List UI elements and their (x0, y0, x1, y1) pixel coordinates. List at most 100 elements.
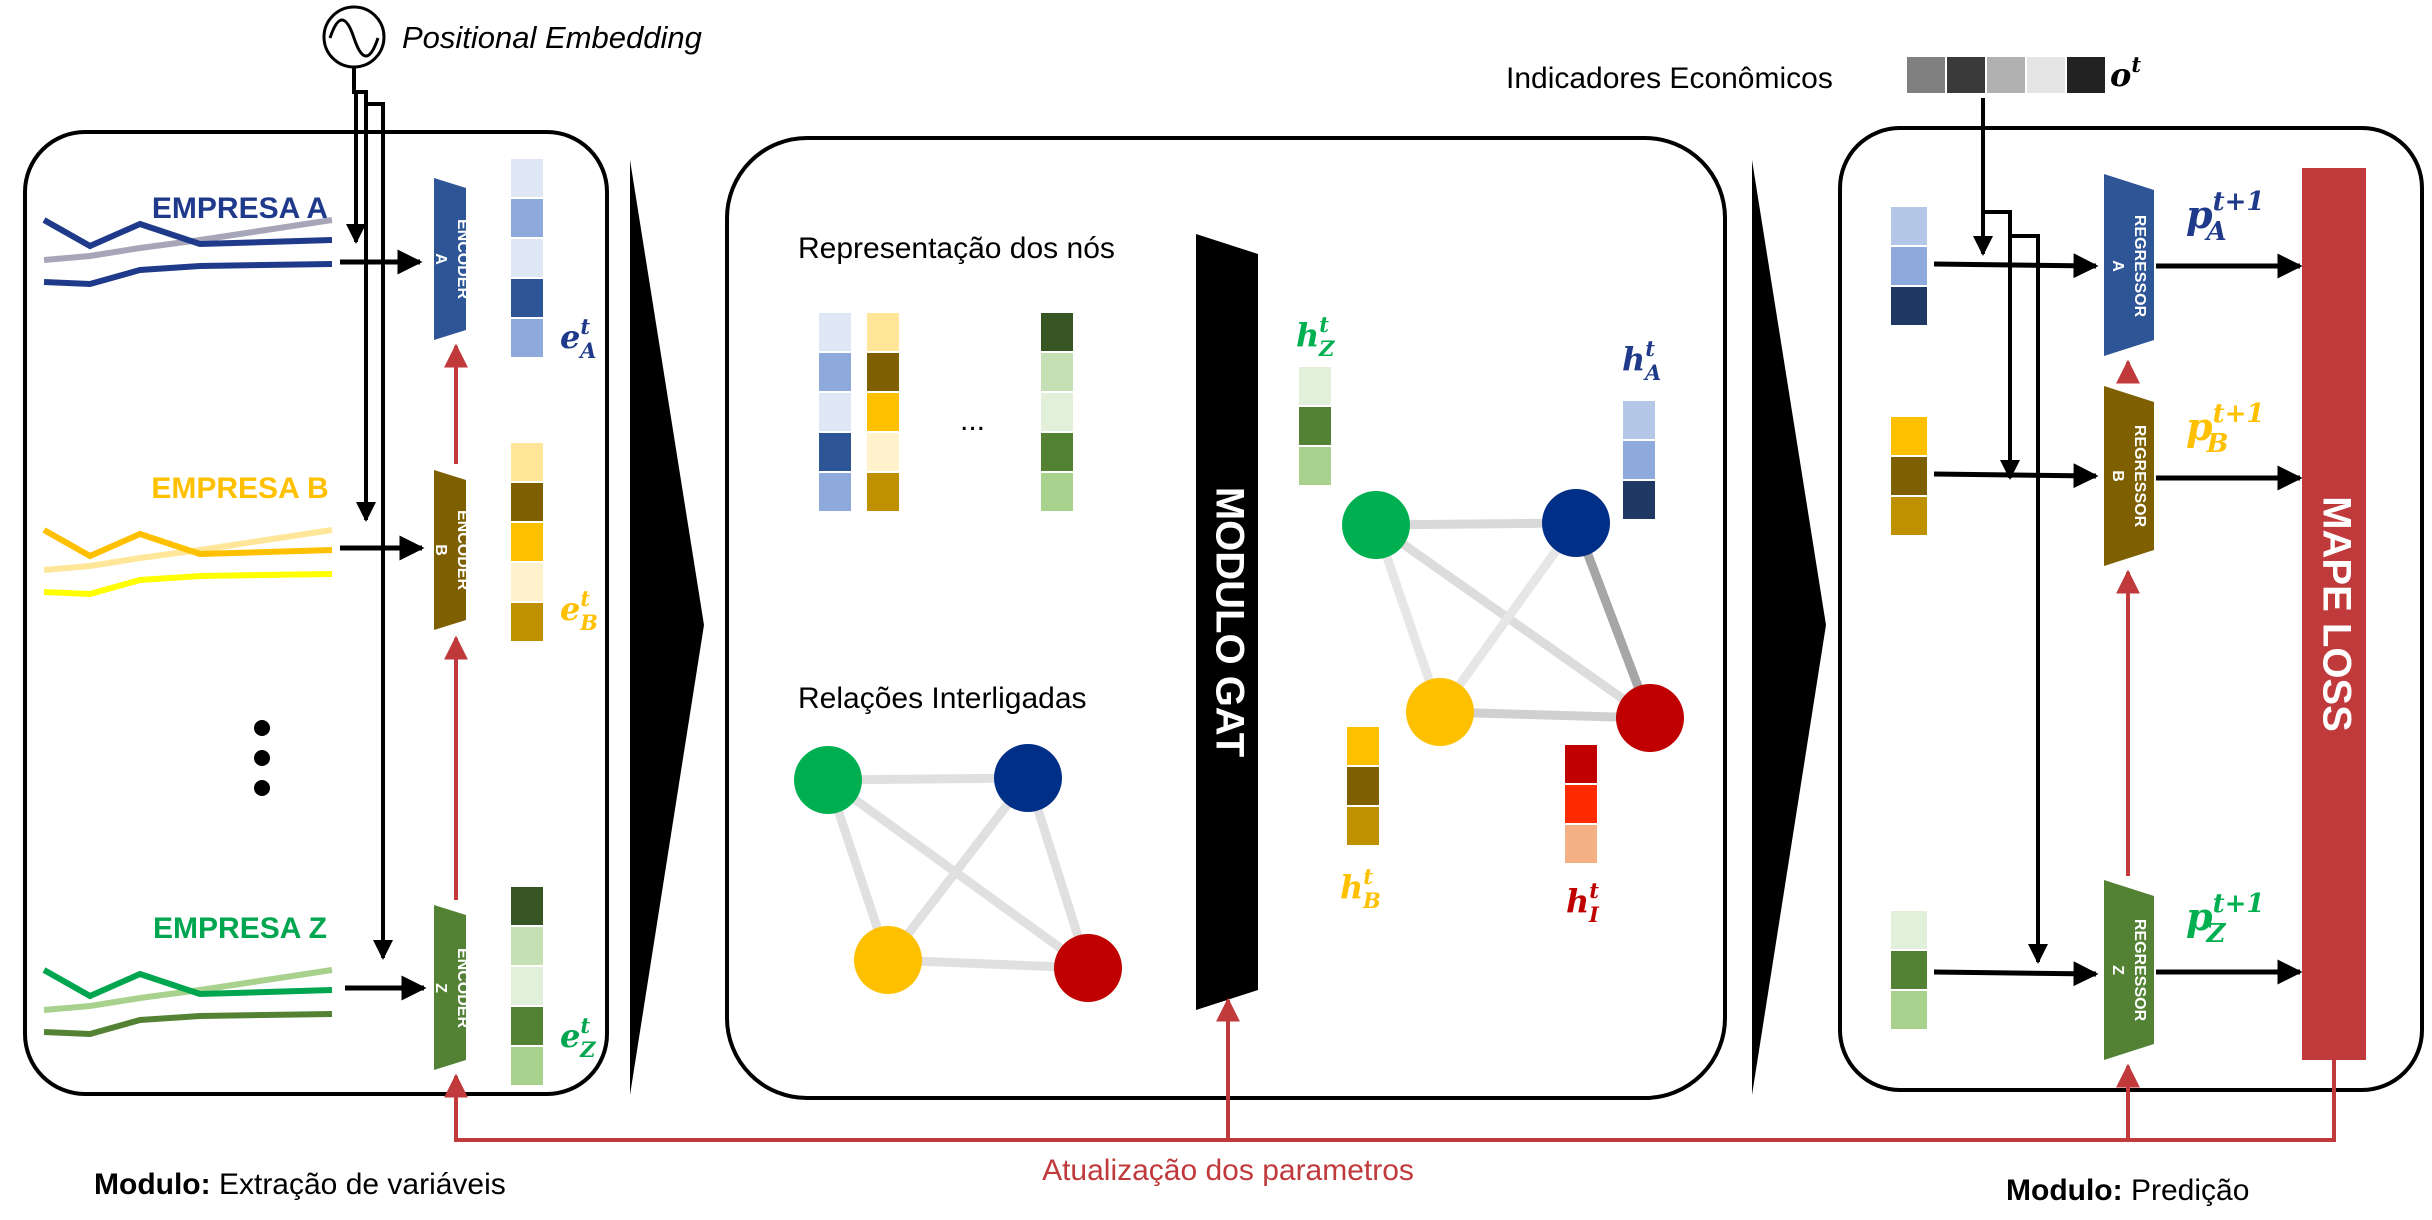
econ-cell-0 (1905, 55, 1947, 95)
hidden-I-cell-1 (1563, 783, 1599, 825)
regressor-b-label: REGRESSORB (2109, 425, 2148, 528)
regressor-input-cells (1889, 205, 1929, 1031)
hidden-z-label: ht Z (1296, 312, 1335, 361)
relations-graph (794, 744, 1122, 1002)
encoder-a-label: ENCODERA (432, 219, 471, 299)
company-b-row: EMPRESA B ENCODERB et B (42, 441, 598, 643)
encoder-z-label: ENCODERZ (432, 948, 471, 1028)
encoder-b (434, 470, 466, 630)
node-column-1-cell-1 (865, 351, 901, 393)
embedding-cb-cell-1 (509, 481, 545, 523)
node-column-2-cell-4 (1039, 471, 1075, 513)
encoder-z (434, 905, 466, 1070)
series-line-0 (43, 967, 333, 1013)
more-companies-dots (254, 720, 270, 796)
regressor-output-arrows (2156, 253, 2303, 985)
node-column-0-cell-2 (817, 391, 853, 433)
economic-indicator-links (1973, 98, 2048, 964)
node-representation-columns (817, 311, 1075, 513)
hidden-Z-cell-1 (1297, 405, 1333, 447)
attention-node-red (1616, 684, 1684, 752)
embedding-cb-cell-4 (509, 601, 545, 643)
node-column-1-cell-2 (865, 391, 901, 433)
economic-indicators-cells (1905, 55, 2107, 95)
feature-module-caption: Modulo: Extração de variáveis (94, 1168, 506, 1201)
regressor-z (2104, 880, 2154, 1060)
series-line-2 (43, 261, 333, 288)
hidden-A-cell-1 (1621, 439, 1657, 481)
embedding-cz-cell-1 (509, 925, 545, 967)
regressor-a-label: REGRESSORA (2109, 215, 2148, 318)
prediction-panel (1838, 126, 2424, 1092)
regressor-a (2104, 174, 2154, 356)
relations-label: Relações Interligadas (798, 682, 1087, 715)
economic-indicators-symbol: ot (2110, 52, 2141, 94)
embedding-cb-cell-3 (509, 561, 545, 603)
company-b-series (42, 527, 333, 598)
embedding-cz-cell-4 (509, 1045, 545, 1087)
econ-cell-3 (2025, 55, 2067, 95)
hidden-b-label: ht B (1340, 864, 1381, 913)
econ-cell-4 (2065, 55, 2107, 95)
company-a-row: EMPRESA A ENCODERA et A (42, 157, 596, 363)
series-line-2 (43, 571, 333, 598)
embedding-ca-cell-1 (509, 197, 545, 239)
node-column-1-cell-4 (865, 471, 901, 513)
relations-node-green (794, 746, 862, 814)
series-line-1 (42, 217, 333, 250)
company-a-name: EMPRESA A (152, 192, 328, 225)
embedding-ca-cell-4 (509, 317, 545, 359)
relations-node-red (1054, 934, 1122, 1002)
embedding-ca-cell-3 (509, 277, 545, 319)
hidden-A-cell-2 (1621, 479, 1657, 521)
hidden-Z-cell-2 (1297, 445, 1333, 487)
encoder-b-label: ENCODERB (432, 510, 471, 590)
regressor-input-A-cell-0 (1889, 205, 1929, 247)
positional-embedding-links (346, 67, 393, 960)
node-column-0-cell-3 (817, 431, 853, 473)
series-line-1 (42, 527, 333, 560)
embedding-b-label: et B (560, 586, 598, 635)
attention-graph (1342, 489, 1684, 752)
relations-node-yellow (854, 926, 922, 994)
attention-node-green (1342, 491, 1410, 559)
series-line-2 (43, 1011, 333, 1038)
series-line-0 (43, 527, 333, 573)
sine-wave-icon-path (328, 18, 380, 58)
node-column-1-cell-3 (865, 431, 901, 473)
econ-cell-1 (1945, 55, 1987, 95)
series-line-0 (43, 217, 333, 263)
hidden-B-cell-0 (1345, 725, 1381, 767)
attention-node-yellow (1406, 678, 1474, 746)
relations-node-blue (994, 744, 1062, 812)
gat-module-label: MODULO GAT (1207, 487, 1251, 757)
series-line-1 (42, 967, 333, 1000)
company-z-name: EMPRESA Z (153, 912, 327, 945)
hidden-a-label: ht A (1622, 336, 1661, 385)
embedding-a-cells (509, 157, 545, 359)
regressor-input-Z-cell-0 (1889, 909, 1929, 951)
node-representation-label: Representação dos nós (798, 232, 1115, 265)
regressor-input-Z-cell-2 (1889, 989, 1929, 1031)
node-column-0-cell-0 (817, 311, 853, 353)
encoder-a (434, 178, 466, 340)
regressor-input-arrows (1933, 253, 2099, 987)
embedding-cz-cell-0 (509, 885, 545, 927)
node-column-2-cell-3 (1039, 431, 1075, 473)
regressor-b (2104, 386, 2154, 566)
embedding-a-label: et A (560, 314, 596, 363)
economic-indicators-label: Indicadores Econômicos (1506, 62, 1833, 95)
hidden-I-cell-2 (1563, 823, 1599, 865)
embedding-ca-cell-2 (509, 237, 545, 279)
hidden-B-cell-2 (1345, 805, 1381, 847)
positional-embedding: Positional Embedding (322, 5, 702, 69)
regressor-input-B-cell-1 (1889, 455, 1929, 497)
embedding-cz-cell-2 (509, 965, 545, 1007)
positional-embedding-label: Positional Embedding (402, 20, 702, 55)
hidden-I-cell-0 (1563, 743, 1599, 785)
feature-extraction-panel (23, 130, 609, 1096)
node-column-0-cell-1 (817, 351, 853, 393)
econ-cell-2 (1985, 55, 2027, 95)
node-column-0-cell-4 (817, 471, 853, 513)
